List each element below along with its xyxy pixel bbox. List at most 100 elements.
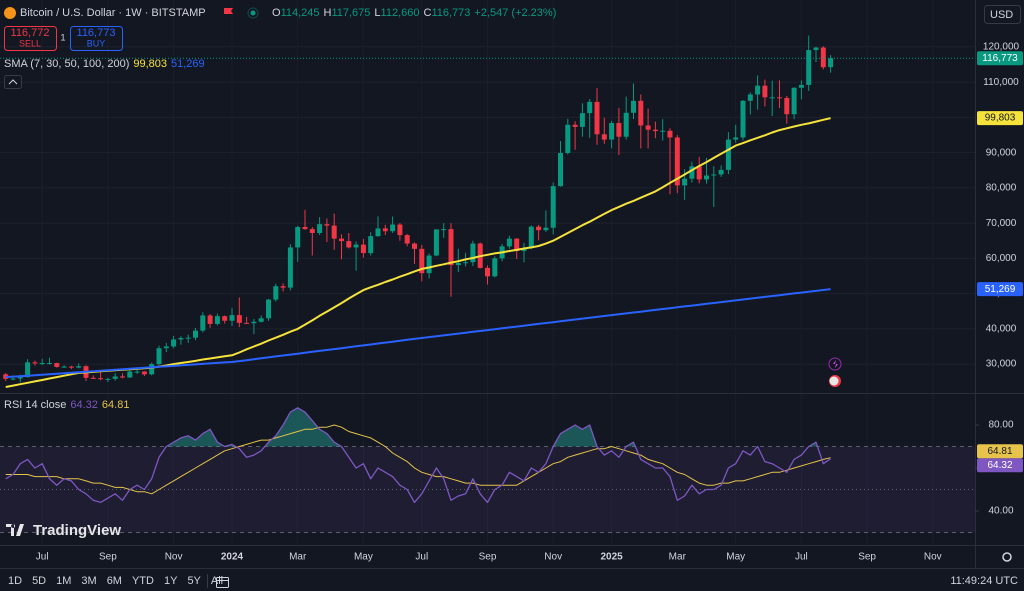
- candle-body: [339, 238, 344, 242]
- candle-body: [426, 255, 432, 274]
- ohlc-value: 117,675: [331, 7, 370, 19]
- range-button[interactable]: 6M: [107, 575, 122, 587]
- y-tick-label: 80,000: [986, 183, 1017, 194]
- candle-body: [76, 366, 82, 368]
- candle-body: [441, 229, 447, 231]
- sma-value: 99,803: [133, 58, 167, 70]
- candle-body: [295, 226, 301, 248]
- sma-last-label: 99,803: [985, 113, 1016, 124]
- candle-body: [733, 137, 739, 140]
- grid-layer: [0, 46, 975, 365]
- candle-body: [579, 113, 585, 127]
- candle-body: [455, 262, 461, 266]
- ohlc-key: L: [374, 7, 380, 19]
- buy-price[interactable]: 116,773: [77, 27, 116, 39]
- candle-body: [806, 50, 812, 85]
- candle-body: [587, 101, 593, 114]
- rsi-last-label: 64.81: [987, 446, 1012, 457]
- candle-body: [601, 134, 607, 140]
- range-button[interactable]: 3M: [81, 575, 96, 587]
- ohlc-value: 114,245: [281, 7, 320, 19]
- rsi-value: 64.81: [102, 399, 130, 411]
- range-button[interactable]: All: [211, 575, 223, 587]
- candle-body: [725, 139, 731, 170]
- event-flag: [829, 376, 839, 386]
- x-tick-label: Mar: [289, 552, 307, 563]
- buy-label[interactable]: BUY: [87, 38, 106, 48]
- candle-body: [98, 378, 104, 380]
- candle-body: [214, 316, 220, 324]
- candle-body: [375, 228, 381, 237]
- rsi-last-label: 64.32: [987, 460, 1012, 471]
- candle-body: [90, 377, 96, 379]
- candle-body: [463, 262, 469, 264]
- candle-body: [61, 366, 67, 368]
- candle-body: [273, 286, 279, 300]
- candle-body: [755, 85, 761, 95]
- candle-body: [572, 124, 578, 127]
- currency-button[interactable]: [984, 5, 1021, 24]
- candle-body: [302, 226, 308, 230]
- candle-body: [331, 225, 337, 239]
- candle-body: [828, 58, 834, 68]
- candle-body: [368, 236, 374, 254]
- range-button[interactable]: 1D: [8, 575, 22, 587]
- candle-body: [309, 229, 315, 233]
- settings-button[interactable]: [1002, 552, 1012, 562]
- candle-body: [25, 362, 31, 378]
- rsi-title: RSI 14 close: [4, 399, 66, 411]
- x-tick-label: Jul: [795, 552, 808, 563]
- candle-body: [353, 244, 359, 248]
- range-button[interactable]: 5D: [32, 575, 46, 587]
- candle-body: [149, 364, 155, 375]
- range-button[interactable]: 1Y: [164, 575, 178, 587]
- sma-line: [5, 288, 831, 379]
- range-button[interactable]: 1M: [56, 575, 71, 587]
- range-button[interactable]: 5Y: [187, 575, 201, 587]
- candle-body: [404, 235, 410, 244]
- sma-legend: SMA (7, 30, 50, 100, 200) 99,803 51,269: [4, 58, 205, 70]
- candle-body: [266, 299, 271, 319]
- sma-last-label-box: [977, 282, 1023, 297]
- rsi-value: 64.32: [70, 399, 98, 411]
- axis-layer: 30,00040,00050,00060,00070,00080,00090,0…: [36, 42, 1023, 563]
- buy-box[interactable]: [70, 26, 123, 51]
- sell-button[interactable]: 116,772 SELL: [4, 26, 57, 51]
- candle-body: [689, 166, 695, 179]
- candle-body: [638, 100, 644, 126]
- candle-body: [287, 247, 293, 288]
- candle-body: [178, 338, 184, 340]
- y-tick-label: 90,000: [986, 147, 1017, 158]
- sell-box[interactable]: [4, 26, 57, 51]
- rsi-legend: RSI 14 close 64.32 64.81: [4, 399, 129, 411]
- watermark-logo: [6, 524, 24, 536]
- date-range-button[interactable]: [216, 577, 229, 588]
- currency[interactable]: USD: [990, 9, 1013, 21]
- candle-body: [280, 286, 286, 288]
- candle-body: [682, 178, 688, 186]
- rsi-tick-label: 40.00: [988, 506, 1013, 517]
- candle-body: [506, 238, 512, 247]
- price-change: +2,547 (+2.23%): [474, 7, 556, 19]
- flag-icon[interactable]: [224, 8, 233, 14]
- candle-body: [791, 87, 797, 115]
- overbought-fill: [5, 407, 831, 447]
- candle-body: [251, 321, 257, 324]
- status-dot: [250, 10, 256, 16]
- candle-body: [448, 229, 454, 266]
- y-tick-label: 70,000: [986, 218, 1017, 229]
- sell-price[interactable]: 116,772: [11, 27, 50, 39]
- buy-button[interactable]: 116,773 BUY: [70, 26, 123, 51]
- candle-body: [696, 166, 702, 180]
- candle-body: [820, 47, 826, 68]
- candle-body: [470, 243, 476, 263]
- collapse-button[interactable]: [4, 75, 22, 89]
- candle-body: [543, 227, 549, 231]
- sell-label[interactable]: SELL: [19, 38, 41, 48]
- candle-body: [47, 363, 52, 365]
- candle-body: [704, 175, 709, 180]
- candle-body: [156, 348, 162, 365]
- candle-body: [594, 101, 600, 135]
- range-button[interactable]: YTD: [132, 575, 154, 587]
